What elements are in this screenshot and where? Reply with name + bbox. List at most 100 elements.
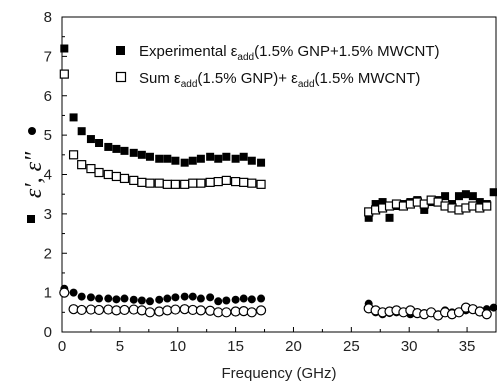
point-open-square	[129, 175, 139, 186]
y-tick-label: 7	[44, 48, 52, 65]
point-filled-circle	[214, 297, 223, 306]
y-tick-label: 4	[44, 167, 52, 184]
point-open-square	[170, 179, 181, 189]
point-filled-square	[206, 152, 215, 161]
point-filled-square	[137, 150, 146, 159]
legend: Experimental εadd(1.5% GNP+1.5% MWCNT) S…	[115, 43, 440, 90]
point-open-circle	[170, 304, 181, 315]
point-open-square	[231, 176, 241, 187]
point-filled-circle	[231, 295, 240, 304]
point-filled-circle	[163, 294, 172, 303]
point-filled-circle	[120, 294, 129, 303]
point-open-square	[145, 178, 155, 188]
legend-2-sub2: add	[298, 79, 315, 90]
point-filled-square	[145, 152, 154, 161]
x-tick-label: 35	[459, 338, 476, 355]
point-open-circle	[59, 287, 70, 298]
point-filled-square	[171, 156, 180, 165]
x-tick-label: 25	[343, 338, 360, 355]
point-filled-square	[77, 127, 86, 136]
y-label-filled-square-icon	[27, 215, 35, 223]
point-open-square	[119, 173, 130, 184]
point-filled-square	[461, 190, 470, 199]
legend-2-suffix: (1.5% GNP)+ ε	[197, 70, 298, 87]
legend-1-suffix: (1.5% GNP+1.5% MWCNT)	[254, 43, 439, 60]
point-open-circle	[93, 304, 105, 316]
x-tick-label: 20	[285, 338, 302, 355]
point-filled-circle	[77, 292, 86, 301]
point-open-square	[94, 167, 104, 178]
point-filled-square	[112, 144, 121, 153]
x-tick-label: 0	[58, 338, 66, 355]
point-filled-square	[120, 146, 129, 155]
point-filled-circle	[112, 295, 121, 304]
point-open-square	[188, 178, 198, 188]
point-filled-square	[385, 213, 394, 222]
x-axis-label: Frequency (GHz)	[221, 365, 336, 382]
point-filled-circle	[222, 296, 231, 305]
point-filled-circle	[129, 295, 138, 304]
point-open-square	[256, 179, 266, 189]
point-open-square	[180, 179, 190, 189]
point-filled-circle	[239, 294, 248, 303]
point-filled-square	[129, 148, 138, 157]
point-open-circle	[481, 309, 492, 320]
point-open-square	[213, 176, 223, 187]
point-filled-square	[231, 154, 240, 163]
point-filled-square	[378, 198, 387, 207]
y-axis-label: ε′, ε″	[21, 127, 47, 223]
point-filled-square	[441, 192, 450, 201]
point-filled-square	[454, 192, 463, 201]
point-filled-square	[60, 44, 69, 53]
y-tick-label: 3	[44, 206, 52, 223]
point-filled-square	[239, 152, 248, 161]
point-open-square	[221, 175, 231, 186]
point-filled-square	[95, 139, 104, 147]
axis-ticks	[61, 16, 468, 333]
point-filled-circle	[206, 293, 215, 302]
point-filled-square	[468, 192, 477, 201]
point-filled-circle	[188, 292, 197, 301]
point-open-circle	[205, 305, 216, 316]
legend-entry-experimental: Experimental εadd(1.5% GNP+1.5% MWCNT)	[139, 43, 440, 63]
point-filled-circle	[155, 295, 164, 304]
y-tick-label: 6	[44, 88, 52, 105]
point-open-circle	[144, 307, 156, 318]
data-points	[59, 44, 497, 321]
point-open-circle	[195, 305, 206, 316]
point-filled-square	[475, 198, 484, 207]
point-open-square	[154, 178, 164, 188]
point-filled-square	[86, 135, 95, 144]
point-open-circle	[221, 307, 232, 318]
point-filled-circle	[95, 294, 104, 303]
point-open-circle	[255, 305, 267, 316]
y-label-filled-circle-icon	[28, 127, 36, 135]
point-open-square	[86, 163, 96, 174]
legend-2-suffix2: (1.5% MWCNT)	[315, 70, 421, 87]
point-open-square	[68, 150, 79, 160]
point-filled-circle	[145, 297, 154, 306]
point-filled-circle	[247, 295, 256, 304]
legend-entry-sum: Sum εadd(1.5% GNP)+ εadd(1.5% MWCNT)	[139, 70, 420, 90]
y-tick-label: 1	[44, 285, 52, 302]
legend-2-sub: add	[181, 79, 198, 90]
point-open-circle	[453, 307, 465, 318]
point-filled-square	[364, 213, 373, 222]
point-open-square	[162, 179, 172, 189]
point-filled-square	[214, 154, 223, 163]
point-filled-square	[371, 200, 380, 209]
point-open-circle	[119, 304, 130, 316]
point-filled-circle	[196, 294, 205, 303]
point-filled-square	[155, 154, 164, 163]
axis-tick-labels: 0 5 10 15 20 25 30 35 0 1 2 3 4 5 6 7 8	[44, 9, 476, 355]
point-filled-square	[420, 205, 429, 214]
point-filled-square	[188, 156, 197, 165]
point-filled-square	[196, 154, 205, 163]
point-filled-circle	[69, 288, 78, 297]
point-open-square	[482, 201, 492, 211]
point-open-square	[205, 177, 215, 187]
point-filled-circle	[180, 292, 189, 301]
point-open-square	[196, 178, 206, 188]
legend-1-sub: add	[237, 52, 254, 63]
point-open-square	[111, 171, 121, 182]
